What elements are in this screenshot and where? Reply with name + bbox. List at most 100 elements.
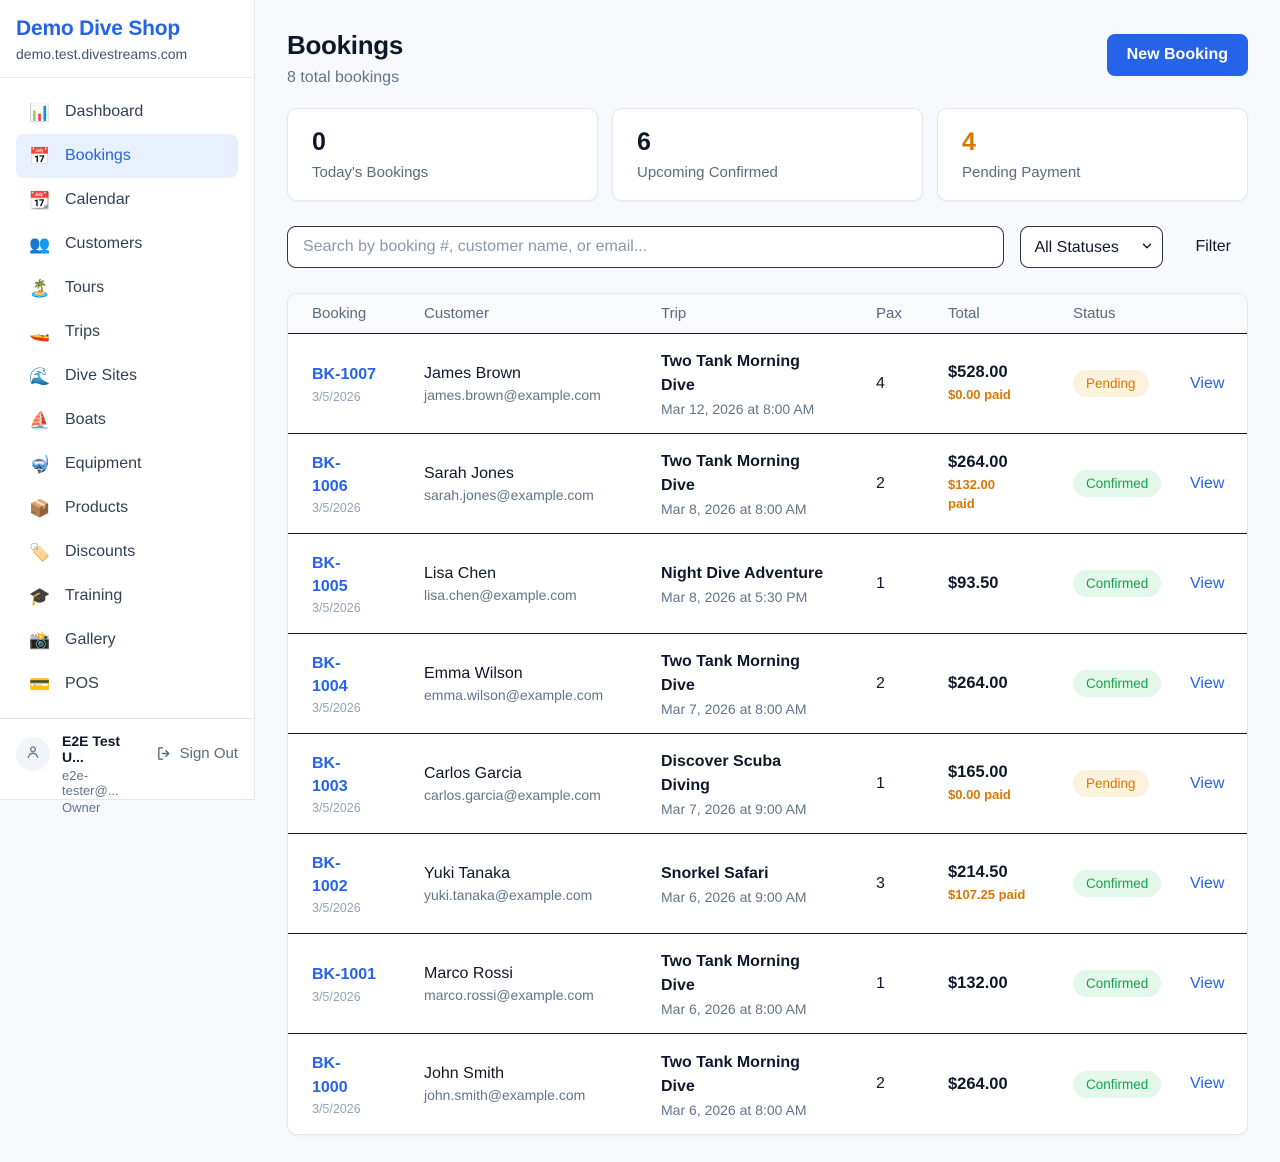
total-cell: $264.00 (948, 674, 1073, 693)
view-link[interactable]: View (1190, 674, 1225, 692)
search-input[interactable] (287, 226, 1005, 268)
booking-date: 3/5/2026 (312, 989, 361, 1004)
customer-email: lisa.chen@example.com (424, 586, 577, 603)
view-link[interactable]: View (1190, 774, 1225, 792)
customer-cell: Marco Rossi marco.rossi@example.com (424, 965, 661, 1003)
total-amount: $264.00 (948, 674, 1008, 692)
customer-name: John Smith (424, 1065, 505, 1082)
booking-cell: BK- 1003 3/5/2026 (312, 752, 424, 815)
tear-calendar-icon: 📆 (29, 190, 51, 210)
pax-count: 4 (876, 374, 885, 392)
dive-mask-icon: 🤿 (29, 454, 51, 474)
column-header: Trip (661, 305, 687, 322)
stat-value: 4 (962, 128, 976, 156)
booking-id-link[interactable]: BK- 1003 (312, 754, 348, 795)
stat-value: 0 (312, 128, 326, 156)
total-amount: $264.00 (948, 1074, 1008, 1093)
paid-amount: $0.00 paid (948, 786, 1011, 802)
stat-label: Today's Bookings (312, 164, 429, 181)
sign-out-label: Sign Out (179, 745, 238, 762)
total-cell: $214.50 $107.25 paid (948, 863, 1073, 905)
sidebar-item-discounts[interactable]: 🏷️ Discounts (16, 530, 238, 574)
stats-row: 0 Today's Bookings 6 Upcoming Confirmed 4 Pen… (287, 108, 1248, 201)
customer-email: marco.rossi@example.com (424, 986, 594, 1003)
sidebar-item-pos[interactable]: 💳 POS (16, 662, 238, 706)
sidebar-item-products[interactable]: 📦 Products (16, 486, 238, 530)
view-link[interactable]: View (1190, 1075, 1225, 1092)
sidebar-item-bookings[interactable]: 📅 Bookings (16, 134, 238, 178)
sidebar-item-label: Dashboard (65, 103, 144, 120)
grad-cap-icon: 🎓 (29, 586, 51, 606)
customer-cell: Yuki Tanaka yuki.tanaka@example.com (424, 865, 661, 903)
new-booking-button[interactable]: New Booking (1106, 34, 1248, 76)
status-badge: Pending (1073, 370, 1149, 397)
booking-date: 3/5/2026 (312, 1101, 361, 1116)
user-icon (25, 744, 41, 765)
booking-cell: BK- 1005 3/5/2026 (312, 552, 424, 615)
trip-cell: Two Tank Morning Dive Mar 6, 2026 at 8:00 … (661, 1051, 876, 1118)
sidebar-item-training[interactable]: 🎓 Training (16, 574, 238, 618)
trip-name: Two Tank Morning Dive (661, 1053, 800, 1095)
sidebar-item-trips[interactable]: 🚤 Trips (16, 310, 238, 354)
view-link[interactable]: View (1190, 874, 1225, 892)
sidebar-item-boats[interactable]: ⛵ Boats (16, 398, 238, 442)
table-row: BK- 1006 3/5/2026 Sarah Jones sarah.jones@ex… (288, 434, 1247, 534)
column-header: Status (1073, 305, 1116, 322)
booking-id-link[interactable]: BK- 1004 (312, 654, 348, 695)
sidebar-item-dashboard[interactable]: 📊 Dashboard (16, 90, 238, 134)
customer-name: Lisa Chen (424, 564, 497, 582)
booking-id-link[interactable]: BK- 1000 (312, 1055, 348, 1096)
view-cell: View (1190, 1075, 1236, 1093)
booking-id-link[interactable]: BK-1001 (312, 966, 377, 984)
view-link[interactable]: View (1190, 974, 1225, 992)
island-icon: 🏝️ (29, 278, 51, 298)
trip-cell: Two Tank Morning Dive Mar 7, 2026 at 8:00 … (661, 650, 876, 717)
status-cell: Confirmed (1073, 470, 1190, 497)
customer-name: Sarah Jones (424, 464, 514, 482)
paid-amount: $132.00 paid (948, 477, 995, 511)
sign-out-icon (156, 745, 173, 762)
status-select[interactable]: All Statuses (1020, 226, 1164, 268)
sidebar-item-calendar[interactable]: 📆 Calendar (16, 178, 238, 222)
sidebar-item-label: Discounts (65, 543, 136, 560)
trip-name: Two Tank Morning Dive (661, 353, 800, 394)
total-amount: $264.00 (948, 453, 1008, 472)
page-header: Bookings 8 total bookings New Booking (287, 30, 1248, 87)
status-cell: Confirmed (1073, 870, 1190, 897)
trip-cell: Night Dive Adventure Mar 8, 2026 at 5:30 … (661, 562, 876, 605)
customer-email: john.smith@example.com (424, 1087, 586, 1103)
table-row: BK- 1000 3/5/2026 John Smith john.smith@exam… (288, 1034, 1247, 1134)
sidebar-item-tours[interactable]: 🏝️ Tours (16, 266, 238, 310)
sidebar-item-customers[interactable]: 👥 Customers (16, 222, 238, 266)
booking-id-link[interactable]: BK- 1002 (312, 854, 348, 895)
status-badge: Confirmed (1073, 1070, 1162, 1098)
status-badge: Confirmed (1073, 970, 1162, 997)
page-subtitle: 8 total bookings (287, 69, 400, 86)
trip-datetime: Mar 8, 2026 at 8:00 AM (661, 501, 807, 517)
filter-button[interactable]: Filter (1195, 238, 1231, 255)
customer-name: Emma Wilson (424, 664, 523, 682)
booking-id-link[interactable]: BK-1007 (312, 366, 377, 384)
view-link[interactable]: View (1190, 474, 1225, 492)
sign-out-button[interactable]: Sign Out (156, 745, 238, 762)
customer-email: james.brown@example.com (424, 386, 601, 403)
sidebar-item-dive-sites[interactable]: 🌊 Dive Sites (16, 354, 238, 398)
shop-name: Demo Dive Shop (16, 17, 181, 40)
booking-id-link[interactable]: BK- 1005 (312, 554, 348, 595)
sidebar-item-label: POS (65, 675, 99, 692)
view-link[interactable]: View (1190, 374, 1225, 392)
sidebar-item-equipment[interactable]: 🤿 Equipment (16, 442, 238, 486)
people-icon: 👥 (29, 234, 51, 254)
status-select-wrap: All Statuses (1020, 226, 1164, 268)
view-cell: View (1190, 775, 1236, 793)
booking-id-link[interactable]: BK- 1006 (312, 454, 348, 495)
user-email: e2e-tester@... (62, 768, 119, 798)
view-link[interactable]: View (1190, 574, 1225, 592)
sidebar-item-gallery[interactable]: 📸 Gallery (16, 618, 238, 662)
booking-date: 3/5/2026 (312, 701, 361, 716)
sidebar-item-label: Customers (65, 235, 143, 252)
total-cell: $528.00 $0.00 paid (948, 363, 1073, 405)
pax-count: 2 (876, 674, 885, 692)
total-cell: $165.00 $0.00 paid (948, 763, 1073, 805)
view-cell: View (1190, 675, 1236, 693)
